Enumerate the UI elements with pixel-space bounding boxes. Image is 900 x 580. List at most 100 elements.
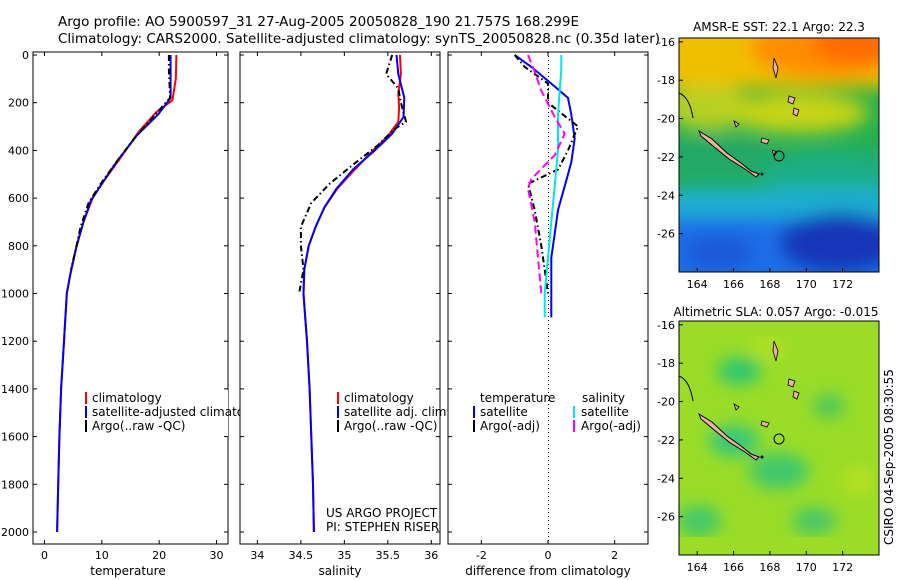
difference-axes-box xyxy=(447,51,649,545)
coastline xyxy=(679,340,800,461)
map-x-tick-label: 166 xyxy=(723,278,744,291)
credit-line2: PI: STEPHEN RISER xyxy=(326,520,439,534)
depth-tick-label: 1000 xyxy=(1,288,29,301)
map-y-tick-label: -18 xyxy=(657,74,675,87)
difference-axis-ticks: -2 0 2 xyxy=(476,52,618,562)
difference-panel: -2 0 2 difference from climatology tempera… xyxy=(447,51,649,578)
legend-label-climatology: climatology xyxy=(92,391,162,405)
map-y-tick-label: -20 xyxy=(657,396,675,409)
x-tick-label: 2 xyxy=(611,549,618,562)
map-y-tick-label: -22 xyxy=(657,434,675,447)
temperature-legend: climatology satellite-adjusted climatolo… xyxy=(82,390,262,436)
x-tick-label: 30 xyxy=(210,549,224,562)
depth-axis-ticks: 0 200 400 600 800 1000 1200 1400 1600 1800 2000 xyxy=(1,49,228,539)
depth-tick-label: 400 xyxy=(8,144,29,157)
map-y-tick-label: -24 xyxy=(657,472,675,485)
series-line-argo-raw-qc- xyxy=(69,55,172,270)
sst-map-field xyxy=(679,38,879,272)
temperature-xlabel: temperature xyxy=(90,564,165,578)
salinity-axes-box xyxy=(239,51,441,545)
map-x-tick-label: 168 xyxy=(759,278,780,291)
x-tick-label: 20 xyxy=(152,549,166,562)
depth-tick-label: 2000 xyxy=(1,526,29,539)
map-x-tick-label: 172 xyxy=(832,278,853,291)
legend-label-argo: Argo(..raw -QC) xyxy=(92,419,185,433)
salinity-depth-ticks xyxy=(240,54,440,533)
temperature-axes-box xyxy=(32,51,229,545)
legend-label-temp-argo: Argo(-adj) xyxy=(480,419,540,433)
series-line-satellite xyxy=(514,54,576,318)
map-y-tick-label: -18 xyxy=(657,357,675,370)
depth-tick-label: 1400 xyxy=(1,383,29,396)
x-tick-label: 35.5 xyxy=(376,549,401,562)
x-tick-label: -2 xyxy=(476,549,487,562)
salinity-panel: 34 34.5 35 35.5 36 salinity climatology sate… xyxy=(239,51,450,578)
temperature-panel: 0 200 400 600 800 1000 1200 1400 1600 1800 2000 0 1… xyxy=(1,49,262,578)
sst-map-ticks: 164 166 168 170 172 -26 -24 -22 -20 -18 -16 xyxy=(657,36,853,291)
depth-tick-label: 0 xyxy=(22,49,29,62)
map-y-tick-label: -26 xyxy=(657,511,675,524)
coastline xyxy=(679,57,800,178)
sst-map-title: AMSR-E SST: 22.1 Argo: 22.3 xyxy=(693,20,865,34)
difference-depth-ticks xyxy=(448,54,648,533)
salinity-xlabel: salinity xyxy=(318,564,361,578)
timestamp-stamp: CSIRO 04-Sep-2005 08:30:55 xyxy=(882,369,896,545)
legend-label-sal-argo: Argo(-adj) xyxy=(581,419,641,433)
map-y-tick-label: -16 xyxy=(657,319,675,332)
map-y-tick-label: -16 xyxy=(657,36,675,49)
depth-tick-label: 1200 xyxy=(1,335,29,348)
sla-map-field xyxy=(679,321,879,555)
sst-map-panel: AMSR-E SST: 22.1 Argo: 22.3 xyxy=(657,20,880,291)
figure-title-line1: Argo profile: AO 5900597_31 27-Aug-2005 … xyxy=(58,14,579,30)
depth-tick-label: 600 xyxy=(8,192,29,205)
legend-label-temp-satellite: satellite xyxy=(480,405,528,419)
temperature-legend-box xyxy=(82,390,228,436)
x-tick-label: 36 xyxy=(424,549,438,562)
series-line-argo-adj- xyxy=(527,54,566,294)
map-y-tick-label: -22 xyxy=(657,151,675,164)
depth-tick-label: 1800 xyxy=(1,478,29,491)
salinity-series xyxy=(298,54,408,533)
sla-map-ticks: 164 166 168 170 172 -26 -24 -22 -20 -18 -16 xyxy=(657,319,853,574)
map-x-tick-label: 168 xyxy=(759,561,780,574)
map-x-tick-label: 166 xyxy=(723,561,744,574)
map-x-tick-label: 164 xyxy=(687,561,708,574)
sla-map-frame xyxy=(678,320,880,556)
salinity-axis-ticks: 34 34.5 35 35.5 36 xyxy=(250,52,438,562)
depth-tick-label: 800 xyxy=(8,240,29,253)
difference-legend: temperature salinity satellite Argo(-adj… xyxy=(473,391,641,433)
legend-header-temperature: temperature xyxy=(480,391,555,405)
series-line-satellite xyxy=(543,55,563,318)
series-line-argo-raw-qc- xyxy=(298,54,408,294)
series-line-satellite-adjusted-climatolog xyxy=(56,55,172,533)
sla-map-panel: Altimetric SLA: 0.057 Argo: -0.015 xyxy=(657,305,880,574)
credit-line1: US ARGO PROJECT xyxy=(326,506,438,520)
series-line-satellite-adj-clim- xyxy=(302,54,406,533)
difference-series xyxy=(513,54,579,318)
legend-label-sal-satellite: satellite xyxy=(581,405,629,419)
legend-label-argo: Argo(..raw -QC) xyxy=(344,419,437,433)
x-tick-label: 0 xyxy=(41,549,48,562)
difference-xlabel: difference from climatology xyxy=(465,564,631,578)
legend-label-climatology: climatology xyxy=(344,391,414,405)
x-tick-label: 35 xyxy=(337,549,351,562)
x-tick-label: 10 xyxy=(95,549,109,562)
map-x-tick-label: 170 xyxy=(796,561,817,574)
x-tick-label: 0 xyxy=(545,549,552,562)
legend-header-salinity: salinity xyxy=(582,391,625,405)
map-x-tick-label: 170 xyxy=(796,278,817,291)
map-y-tick-label: -20 xyxy=(657,113,675,126)
sla-map-title: Altimetric SLA: 0.057 Argo: -0.015 xyxy=(673,305,878,319)
temperature-series xyxy=(56,54,178,533)
temperature-axis-ticks: 0 10 20 30 xyxy=(41,52,224,562)
sst-map-frame xyxy=(678,37,880,273)
map-y-tick-label: -26 xyxy=(657,228,675,241)
map-x-tick-label: 172 xyxy=(832,561,853,574)
series-line-argo-adj- xyxy=(513,54,579,294)
map-x-tick-label: 164 xyxy=(687,278,708,291)
map-y-tick-label: -24 xyxy=(657,189,675,202)
x-tick-label: 34.5 xyxy=(289,549,314,562)
depth-tick-label: 1600 xyxy=(1,431,29,444)
figure-title-line2: Climatology: CARS2000. Satellite-adjuste… xyxy=(58,31,660,47)
